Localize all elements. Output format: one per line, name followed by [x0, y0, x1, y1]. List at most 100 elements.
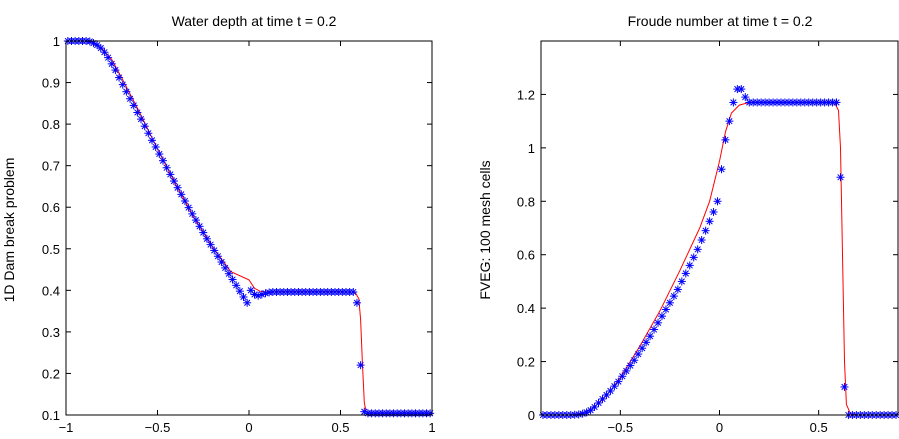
- data-point-marker: [352, 298, 361, 307]
- data-point-marker: [697, 236, 706, 245]
- axes-frame: [65, 40, 433, 416]
- data-point-marker: [737, 85, 746, 94]
- plot-area: [538, 85, 899, 419]
- data-point-marker: [151, 142, 160, 151]
- data-point-marker: [111, 66, 120, 75]
- panel-froude-number: Froude number at time t = 0.2 FVEG: 100 …: [477, 13, 899, 435]
- data-point-marker: [169, 177, 178, 186]
- y-tick-label: 0.6: [42, 200, 60, 215]
- data-point-marker: [634, 350, 643, 359]
- data-point-marker: [235, 287, 244, 296]
- data-point-marker: [122, 87, 131, 96]
- y-tick-label: 0.3: [42, 325, 60, 340]
- axes-frame: [540, 40, 899, 416]
- data-point-marker: [133, 108, 142, 117]
- data-point-marker: [188, 209, 197, 218]
- data-point-marker: [578, 409, 587, 418]
- data-point-marker: [129, 101, 138, 110]
- data-point-marker: [126, 94, 135, 103]
- data-point-marker: [191, 216, 200, 225]
- y-tick-label: 0: [528, 408, 535, 423]
- data-point-marker: [104, 53, 113, 62]
- data-point-marker: [725, 117, 734, 126]
- data-point-marker: [210, 246, 219, 255]
- data-point-marker: [217, 258, 226, 267]
- y-tick-label: 0.1: [42, 408, 60, 423]
- data-point-marker: [721, 135, 730, 144]
- data-point-marker: [173, 183, 182, 192]
- data-point-marker: [100, 48, 109, 57]
- data-point-marker: [618, 372, 627, 381]
- panel-title: Water depth at time t = 0.2: [172, 13, 337, 29]
- data-point-marker: [180, 196, 189, 205]
- data-point-marker: [646, 332, 655, 341]
- y-tick-label: 0.6: [517, 248, 535, 263]
- x-tick-label: −1: [59, 420, 74, 435]
- y-tick-label: 0.9: [42, 76, 60, 91]
- data-point-marker: [630, 356, 639, 365]
- data-point-marker: [140, 122, 149, 131]
- data-point-marker: [713, 197, 722, 206]
- data-point-marker: [685, 261, 694, 270]
- data-point-marker: [677, 277, 686, 286]
- axis-ticks: −1 −0.5 0 0.5 1 0.1 0.2 0.3 0.4 0.5 0.6 0.7 0.8 0.9 1: [42, 34, 436, 435]
- data-point-marker: [118, 80, 127, 89]
- data-point-marker: [832, 98, 841, 107]
- data-point-marker: [626, 361, 635, 370]
- data-point-marker: [206, 240, 215, 249]
- x-tick-label: −0.5: [607, 420, 633, 435]
- data-point-marker: [840, 382, 849, 391]
- plot-area: [63, 37, 435, 418]
- data-point-marker: [349, 287, 358, 296]
- data-point-marker: [356, 361, 365, 370]
- data-point-marker: [137, 115, 146, 124]
- data-point-marker: [199, 228, 208, 237]
- y-tick-label: 0.2: [517, 355, 535, 370]
- panel-title: Froude number at time t = 0.2: [628, 13, 813, 29]
- axis-ticks: −0.5 0 0.5 0 0.2 0.4 0.6 0.8 1 1.2: [517, 41, 898, 435]
- data-point-marker: [243, 298, 252, 307]
- x-tick-label: 0.5: [810, 420, 828, 435]
- data-point-marker: [681, 269, 690, 278]
- data-point-marker: [254, 291, 263, 300]
- y-tick-label: 0.7: [42, 159, 60, 174]
- x-tick-label: −0.5: [145, 420, 171, 435]
- y-tick-label: 1: [53, 34, 60, 49]
- data-point-marker: [162, 163, 171, 172]
- data-point-marker: [144, 129, 153, 138]
- data-point-marker: [158, 156, 167, 165]
- data-point-marker: [107, 59, 116, 68]
- data-point-marker: [148, 136, 157, 145]
- y-tick-label: 0.8: [42, 117, 60, 132]
- y-tick-label: 0.2: [42, 366, 60, 381]
- y-tick-label: 0.5: [42, 242, 60, 257]
- y-tick-label: 0.4: [42, 283, 60, 298]
- data-point-marker: [717, 165, 726, 174]
- data-point-marker: [177, 190, 186, 199]
- data-point-marker: [202, 234, 211, 243]
- data-point-marker: [638, 344, 647, 353]
- data-point-marker: [224, 269, 233, 278]
- data-point-marker: [606, 386, 615, 395]
- data-point-marker: [586, 406, 595, 415]
- data-point-marker: [669, 292, 678, 301]
- x-tick-label: 0: [245, 420, 252, 435]
- data-point-marker: [709, 207, 718, 216]
- data-point-marker: [232, 281, 241, 290]
- data-point-marker: [426, 409, 435, 418]
- data-point-marker: [650, 325, 659, 334]
- data-point-marker: [836, 173, 845, 182]
- x-tick-label: 0.5: [331, 420, 349, 435]
- data-point-marker: [654, 318, 663, 327]
- data-point-marker: [184, 203, 193, 212]
- panel-water-depth: Water depth at time t = 0.2 1D Dam break…: [1, 13, 436, 435]
- data-point-marker: [228, 275, 237, 284]
- series-line-exact: [66, 40, 432, 414]
- data-point-marker: [213, 252, 222, 261]
- y-axis-label: FVEG: 100 mesh cells: [477, 160, 493, 299]
- data-point-marker: [642, 338, 651, 347]
- y-tick-label: 0.8: [517, 194, 535, 209]
- x-tick-label: 1: [428, 420, 435, 435]
- data-point-marker: [693, 245, 702, 254]
